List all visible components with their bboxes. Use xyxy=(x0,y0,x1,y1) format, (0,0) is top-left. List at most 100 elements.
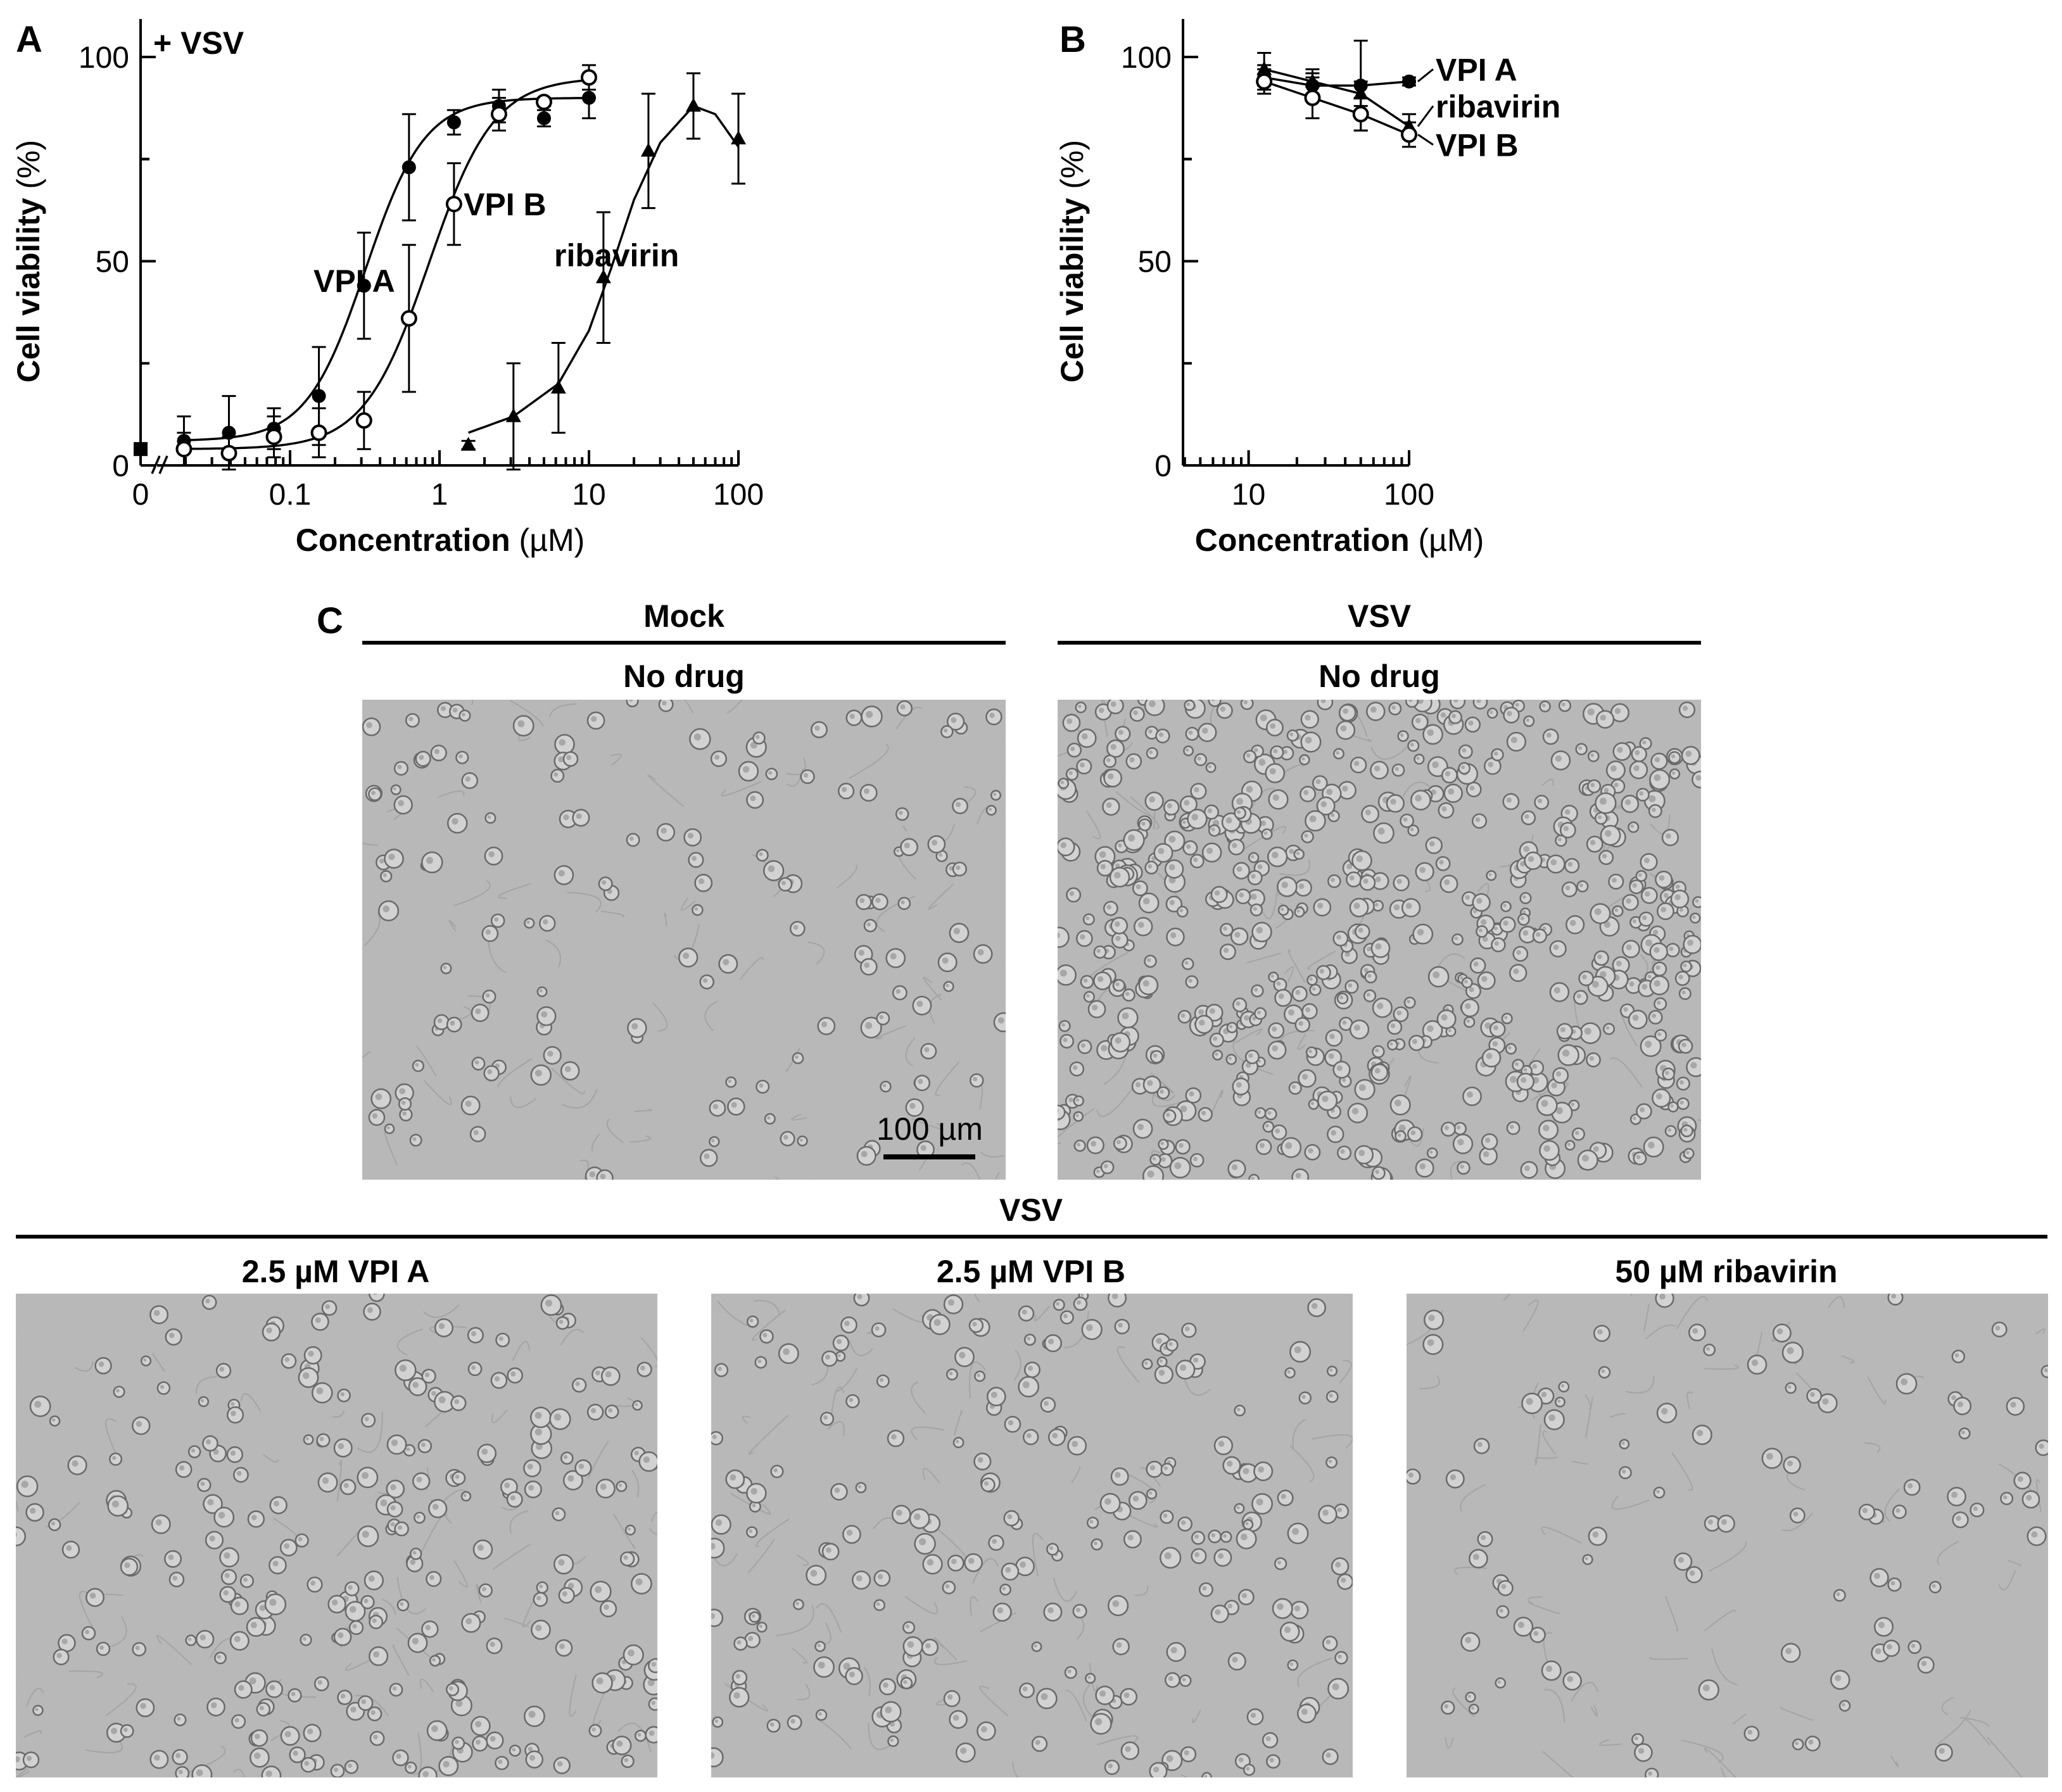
cell-nucleus xyxy=(1506,797,1512,803)
cell-outline xyxy=(730,1492,771,1515)
cell-nucleus xyxy=(1679,908,1683,912)
cell-nucleus xyxy=(1122,1012,1129,1019)
label-leader xyxy=(1417,68,1434,82)
cell-nucleus xyxy=(631,1023,638,1030)
cell-nucleus xyxy=(1639,791,1644,796)
cell-nucleus xyxy=(864,962,870,968)
cell-outline xyxy=(562,1088,598,1109)
cell-nucleus xyxy=(1656,1489,1660,1494)
cell-nucleus xyxy=(1115,1472,1121,1478)
cell-nucleus xyxy=(1445,771,1451,777)
cell-outline xyxy=(232,1769,246,1777)
cell-nucleus xyxy=(1269,1758,1274,1763)
cell-nucleus xyxy=(1569,919,1576,926)
cell-nucleus xyxy=(1148,729,1153,734)
data-point xyxy=(731,130,746,144)
fit-line xyxy=(184,97,589,441)
cell-nucleus xyxy=(1396,1010,1402,1016)
cell-nucleus xyxy=(1198,1009,1205,1015)
cell-outline xyxy=(336,1528,362,1556)
cell-nucleus xyxy=(589,1171,596,1178)
cell-nucleus xyxy=(1341,1577,1346,1583)
cell-nucleus xyxy=(477,1544,484,1551)
cell-nucleus xyxy=(487,1069,493,1075)
cell-nucleus xyxy=(438,1323,445,1330)
cell-outline xyxy=(747,1539,775,1574)
cell-nucleus xyxy=(947,1694,953,1700)
cell-nucleus xyxy=(30,1508,36,1514)
cell-outline xyxy=(1096,1735,1139,1746)
cell-nucleus xyxy=(1213,1036,1218,1041)
cell-outline xyxy=(1130,796,1160,830)
cell-nucleus xyxy=(1089,1520,1094,1524)
cell-nucleus xyxy=(234,1601,241,1608)
cell-outline xyxy=(792,1648,808,1664)
cell-nucleus xyxy=(412,1551,417,1555)
cell-nucleus xyxy=(1312,987,1316,991)
cell-nucleus xyxy=(567,1475,574,1482)
cell-nucleus xyxy=(1098,707,1104,714)
cell-nucleus xyxy=(1429,841,1435,847)
fit-line xyxy=(1263,80,1410,136)
rounded-cell xyxy=(711,1537,725,1559)
label-vpi-a: 2.5 µM VPI A xyxy=(242,1254,429,1289)
cell-nucleus xyxy=(1068,771,1073,775)
cell-nucleus xyxy=(1408,700,1413,702)
cell-outline xyxy=(1704,1747,1737,1777)
cell-nucleus xyxy=(383,873,387,878)
cell-nucleus xyxy=(856,1575,863,1582)
series-ribavirin xyxy=(460,72,746,470)
cell-nucleus xyxy=(1167,803,1172,809)
cell-nucleus xyxy=(1395,1099,1401,1107)
cell-nucleus xyxy=(16,1756,20,1763)
cell-outline xyxy=(357,1411,383,1453)
cell-nucleus xyxy=(1346,863,1353,869)
cell-nucleus xyxy=(1695,899,1699,903)
cell-nucleus xyxy=(153,1309,160,1316)
cell-nucleus xyxy=(1375,943,1382,950)
cell-nucleus xyxy=(397,764,402,769)
cell-outline xyxy=(471,700,474,705)
cell-nucleus xyxy=(879,1378,884,1382)
cell-outline xyxy=(1053,1577,1077,1602)
cell-outline xyxy=(911,1118,944,1130)
cell-outline xyxy=(837,864,857,888)
cell-nucleus xyxy=(825,1354,831,1360)
cell-outline xyxy=(420,1678,434,1693)
cell-nucleus xyxy=(1118,843,1122,848)
cell-nucleus xyxy=(1269,767,1276,775)
cell-nucleus xyxy=(1301,1708,1308,1715)
rounded-cell xyxy=(1405,700,1419,708)
cell-nucleus xyxy=(1217,1553,1224,1559)
cell-nucleus xyxy=(1686,1151,1690,1154)
cell-nucleus xyxy=(662,700,667,706)
cell-nucleus xyxy=(168,1332,175,1339)
data-point xyxy=(550,379,566,394)
cell-nucleus xyxy=(841,786,847,792)
cell-nucleus xyxy=(1460,765,1465,769)
cell-outline xyxy=(1192,1709,1201,1724)
cell-nucleus xyxy=(223,1590,229,1596)
cell-nucleus xyxy=(1116,1140,1121,1145)
data-point xyxy=(357,279,371,293)
cell-nucleus xyxy=(1072,1441,1078,1448)
rounded-cell xyxy=(369,1294,385,1303)
cell-nucleus xyxy=(2031,1531,2038,1538)
cell-nucleus xyxy=(372,1618,377,1624)
cell-nucleus xyxy=(951,1558,957,1565)
cell-outline xyxy=(1408,1128,1424,1147)
cell-nucleus xyxy=(595,1586,602,1593)
cell-outline xyxy=(362,1051,371,1059)
cell-nucleus xyxy=(1336,935,1341,940)
panel-a-letter: A xyxy=(16,19,42,60)
cell-nucleus xyxy=(1158,732,1163,737)
cell-nucleus xyxy=(890,1434,897,1440)
cell-nucleus xyxy=(269,1598,277,1606)
panel-c: C Mock No drug VSV No drug VSV 2.5 µM VP… xyxy=(16,598,2048,1777)
cell-nucleus xyxy=(481,1448,488,1455)
cell-nucleus xyxy=(1092,1004,1098,1011)
cell-outline xyxy=(74,1361,94,1372)
cell-nucleus xyxy=(735,1674,741,1679)
cell-nucleus xyxy=(1665,1071,1669,1075)
cell-nucleus xyxy=(846,1529,853,1536)
